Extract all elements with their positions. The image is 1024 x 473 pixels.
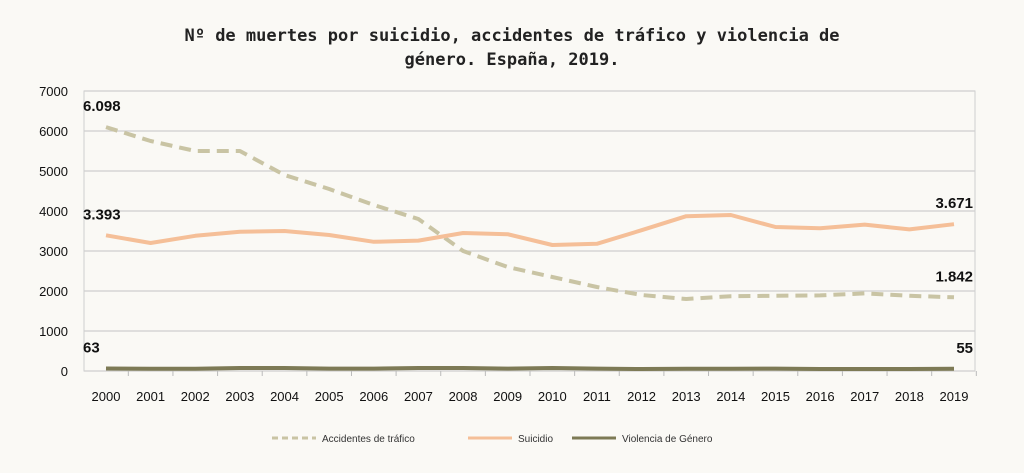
x-tick-label: 2010 xyxy=(538,389,567,404)
data-label-last: 55 xyxy=(956,340,973,357)
y-tick-label: 1000 xyxy=(39,324,68,339)
data-label-last: 1.842 xyxy=(935,268,973,285)
legend-label: Accidentes de tráfico xyxy=(322,434,415,445)
series-line-0 xyxy=(105,125,955,301)
chart-title: Nº de muertes por suicidio, accidentes d… xyxy=(184,26,840,70)
legend-label: Violencia de Género xyxy=(622,434,713,445)
x-tick-label: 2001 xyxy=(136,389,165,404)
data-label-first: 63 xyxy=(83,339,100,356)
y-tick-label: 0 xyxy=(61,364,68,379)
y-tick-label: 4000 xyxy=(39,204,68,219)
x-tick-label: 2017 xyxy=(850,389,879,404)
y-tick-label: 7000 xyxy=(39,84,68,99)
legend-label: Suicidio xyxy=(518,434,553,445)
series-line-2 xyxy=(105,366,955,371)
x-tick-label: 2005 xyxy=(315,389,344,404)
y-tick-label: 5000 xyxy=(39,164,68,179)
y-tick-label: 3000 xyxy=(39,244,68,259)
y-tick-label: 6000 xyxy=(39,124,68,139)
x-tick-label: 2013 xyxy=(672,389,701,404)
data-label-first: 6.098 xyxy=(83,98,121,115)
series-line-1 xyxy=(105,213,955,247)
x-tick-label: 2008 xyxy=(449,389,478,404)
data-label-last: 3.671 xyxy=(935,195,973,212)
data-label-first: 3.393 xyxy=(83,206,121,223)
x-tick-label: 2016 xyxy=(806,389,835,404)
x-tick-label: 2003 xyxy=(225,389,254,404)
x-tick-label: 2002 xyxy=(181,389,210,404)
x-tick-label: 2000 xyxy=(92,389,121,404)
y-tick-label: 2000 xyxy=(39,284,68,299)
x-tick-label: 2018 xyxy=(895,389,924,404)
x-tick-label: 2019 xyxy=(940,389,969,404)
x-tick-label: 2004 xyxy=(270,389,299,404)
x-tick-label: 2009 xyxy=(493,389,522,404)
x-tick-label: 2015 xyxy=(761,389,790,404)
x-tick-label: 2011 xyxy=(583,389,611,404)
x-tick-label: 2014 xyxy=(716,389,745,404)
x-tick-label: 2006 xyxy=(359,389,388,404)
x-tick-label: 2012 xyxy=(627,389,656,404)
plot-area xyxy=(83,90,976,372)
x-tick-label: 2007 xyxy=(404,389,433,404)
